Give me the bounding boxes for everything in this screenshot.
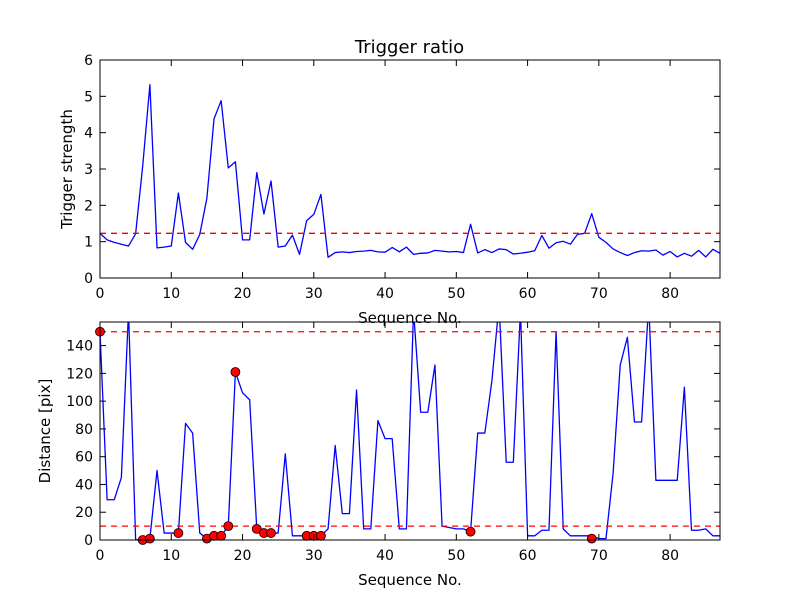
y-tick-label: 80	[75, 422, 93, 438]
x-tick-label: 40	[376, 286, 394, 302]
x-tick-label: 0	[96, 286, 105, 302]
marker-point	[230, 367, 241, 377]
x-tick-label: 10	[162, 548, 180, 564]
plot-area	[100, 84, 720, 258]
y-tick-label: 140	[66, 339, 93, 355]
y-tick-label: 60	[75, 450, 93, 466]
y-tick-label: 120	[66, 366, 93, 382]
x-tick-label: 50	[447, 548, 465, 564]
y-tick-label: 6	[84, 53, 93, 69]
y-tick-label: 5	[84, 89, 93, 105]
trigger-ratio-plot: 0 10 20 30 40 50 60 70 80 0 1 2 3 4 5 6 Sequence No. Trig…	[58, 53, 721, 327]
x-tick-label: 20	[234, 286, 252, 302]
marker-point	[251, 523, 262, 534]
plot-area	[100, 322, 720, 540]
distance-plot: 0 10 20 30 40 50 60 70 80 0 20 40 60 80 100 120 140 Seque…	[36, 321, 721, 589]
axes-frame	[99, 59, 721, 279]
x-tick-label: 80	[661, 286, 679, 302]
y-tick-label: 0	[84, 271, 93, 287]
x-tick-label: 30	[305, 548, 323, 564]
y-axis-label: Trigger strength	[58, 109, 76, 230]
y-tick-label: 40	[75, 477, 93, 493]
y-tick-label: 0	[84, 533, 93, 549]
y-tick-label: 100	[66, 394, 93, 410]
x-axis-label: Sequence No.	[358, 309, 462, 327]
x-tick-label: 60	[519, 286, 537, 302]
x-tick-label: 70	[590, 548, 608, 564]
marker-point	[173, 528, 184, 538]
y-tick-label: 20	[75, 505, 93, 521]
marker-point	[216, 530, 227, 541]
y-tick-label: 2	[84, 198, 93, 214]
marker-point	[316, 530, 326, 541]
y-tick-label: 1	[84, 235, 93, 251]
marker-point	[223, 521, 234, 532]
x-tick-label: 50	[447, 286, 465, 302]
y-axis-label: Distance [pix]	[36, 379, 54, 484]
series-line-0	[100, 322, 720, 540]
marker-point	[465, 526, 476, 537]
x-tick-label: 80	[661, 548, 679, 564]
marker-point	[586, 533, 597, 544]
x-axis-label: Sequence No.	[358, 571, 462, 589]
y-tick-label: 4	[84, 126, 93, 142]
y-tick-label: 3	[84, 162, 93, 178]
x-tick-label: 30	[305, 286, 323, 302]
axes-frame	[99, 321, 721, 541]
x-tick-label: 70	[590, 286, 608, 302]
x-tick-label: 10	[162, 286, 180, 302]
x-tick-label: 0	[96, 548, 105, 564]
marker-point	[266, 528, 276, 538]
chart-title-top: Trigger ratio	[354, 37, 464, 58]
x-tick-label: 20	[234, 548, 252, 564]
x-tick-label: 60	[519, 548, 537, 564]
marker-point	[144, 533, 155, 544]
series-line-0	[100, 84, 720, 258]
x-tick-label: 40	[376, 548, 394, 564]
